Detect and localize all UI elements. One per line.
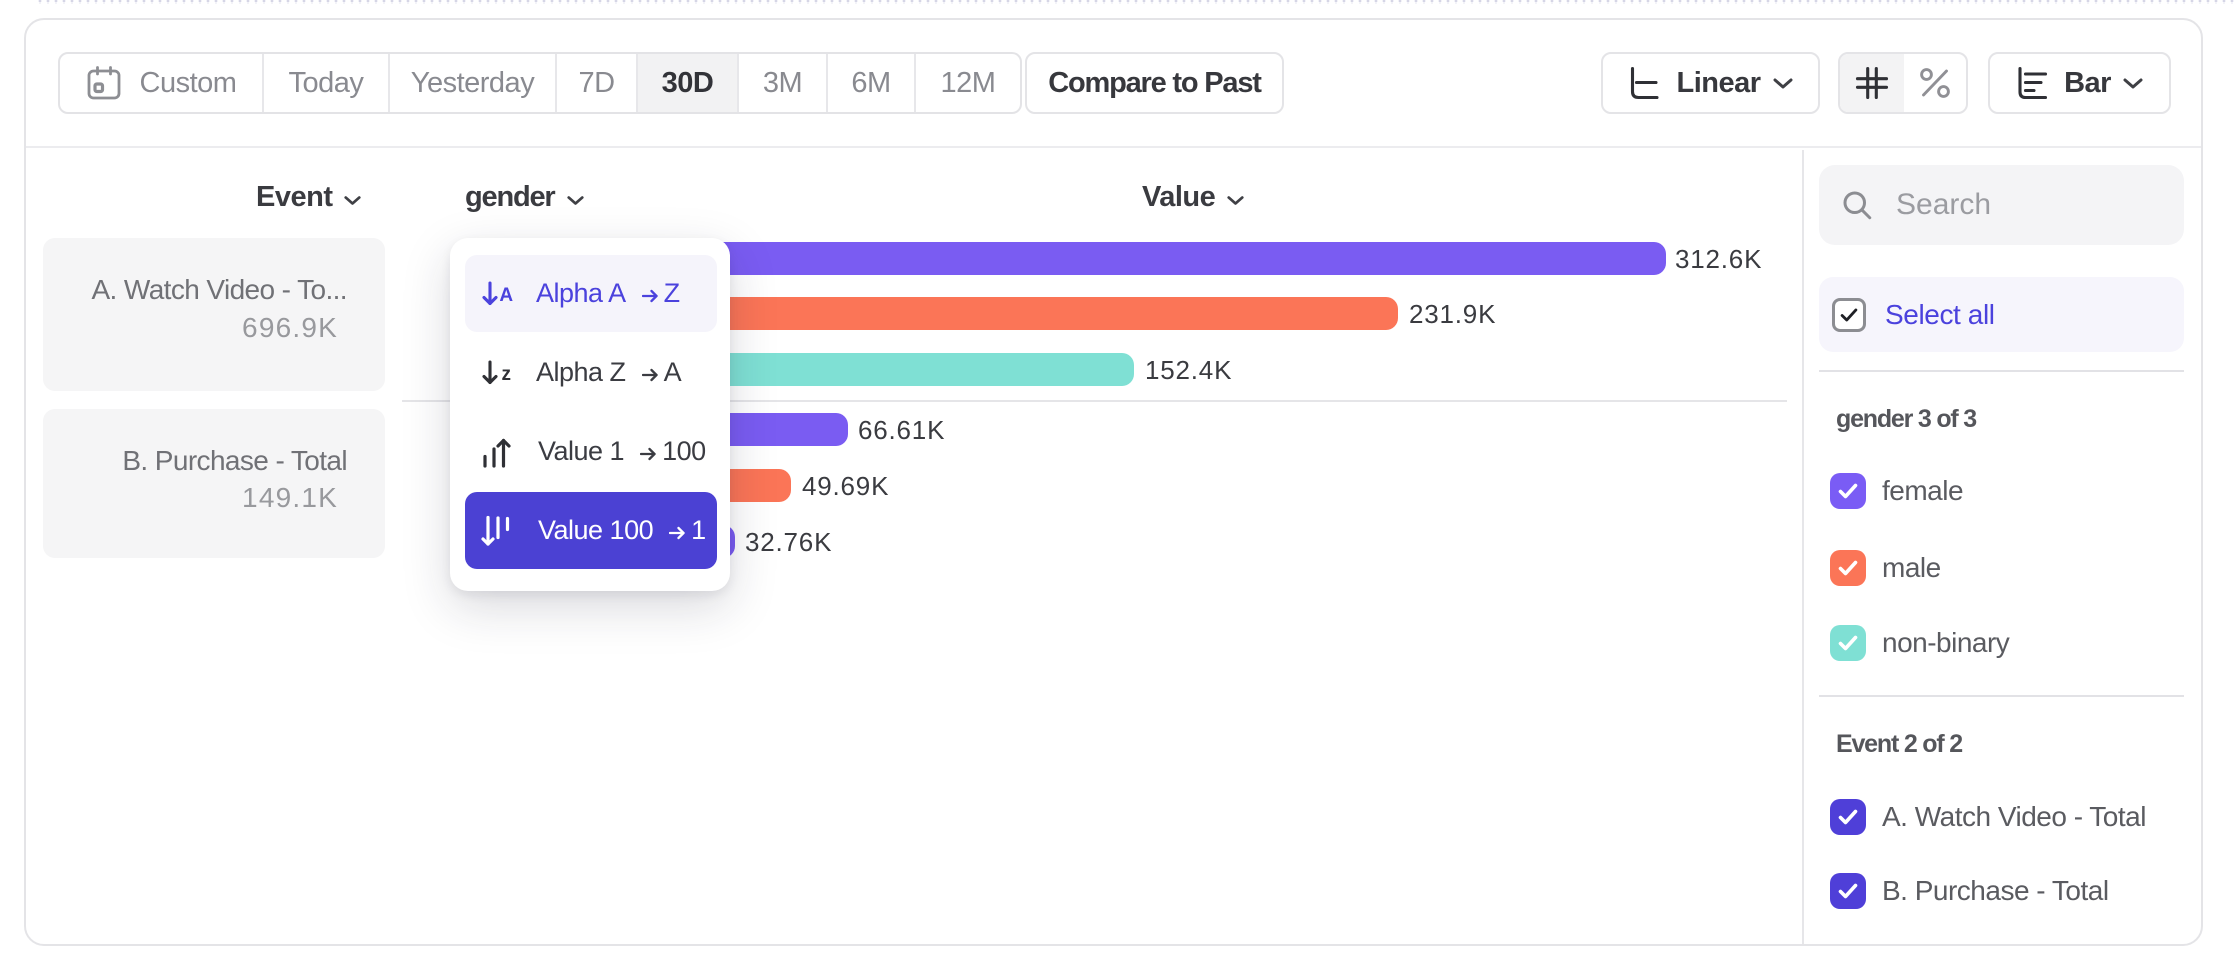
svg-text:z: z bbox=[502, 364, 511, 385]
svg-text:A: A bbox=[499, 285, 513, 306]
